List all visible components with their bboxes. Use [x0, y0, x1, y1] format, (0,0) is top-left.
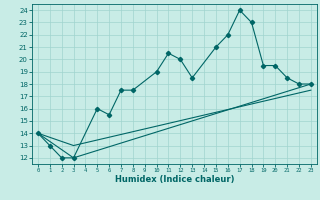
X-axis label: Humidex (Indice chaleur): Humidex (Indice chaleur) — [115, 175, 234, 184]
